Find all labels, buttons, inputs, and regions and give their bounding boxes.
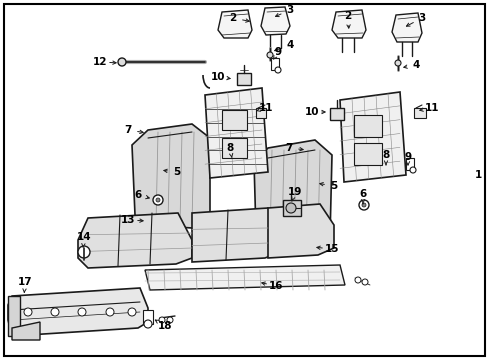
Polygon shape — [192, 208, 280, 262]
Circle shape — [354, 277, 360, 283]
Circle shape — [409, 167, 415, 173]
Polygon shape — [145, 265, 345, 290]
Circle shape — [167, 317, 173, 323]
Circle shape — [24, 308, 32, 316]
Bar — [222, 110, 246, 130]
Bar — [142, 310, 153, 324]
Circle shape — [361, 203, 365, 207]
Text: 4: 4 — [286, 40, 293, 50]
Text: 9: 9 — [404, 152, 411, 162]
Text: 14: 14 — [77, 232, 91, 242]
Bar — [413, 108, 425, 118]
Circle shape — [394, 60, 400, 66]
Circle shape — [118, 58, 126, 66]
Polygon shape — [261, 7, 289, 35]
Circle shape — [78, 246, 90, 258]
Text: 2: 2 — [229, 13, 236, 23]
Text: 3: 3 — [418, 13, 425, 23]
Bar — [256, 108, 265, 118]
Text: 5: 5 — [330, 181, 337, 191]
Text: 6: 6 — [359, 189, 366, 199]
Polygon shape — [331, 10, 365, 38]
Text: 19: 19 — [287, 187, 302, 197]
Bar — [222, 138, 246, 158]
Bar — [405, 158, 413, 170]
Text: 17: 17 — [18, 277, 32, 287]
Bar — [237, 73, 250, 85]
Text: 7: 7 — [285, 143, 292, 153]
Bar — [283, 200, 301, 216]
Circle shape — [159, 317, 164, 323]
Circle shape — [128, 308, 136, 316]
Text: 15: 15 — [324, 244, 339, 254]
Text: 5: 5 — [173, 167, 180, 177]
Circle shape — [285, 203, 295, 213]
Text: 1: 1 — [473, 170, 481, 180]
Circle shape — [358, 200, 368, 210]
Text: 7: 7 — [124, 125, 131, 135]
Bar — [353, 143, 381, 165]
Polygon shape — [253, 140, 331, 246]
Text: 16: 16 — [268, 281, 283, 291]
Circle shape — [361, 279, 367, 285]
Text: 10: 10 — [210, 72, 225, 82]
Text: 13: 13 — [121, 215, 135, 225]
Text: 2: 2 — [344, 11, 351, 21]
Text: 12: 12 — [93, 57, 107, 67]
Text: 8: 8 — [226, 143, 233, 153]
Circle shape — [78, 308, 86, 316]
Text: 10: 10 — [304, 107, 319, 117]
Polygon shape — [204, 88, 267, 178]
Text: 11: 11 — [258, 103, 273, 113]
Text: 8: 8 — [382, 150, 389, 160]
Text: 18: 18 — [158, 321, 172, 331]
Circle shape — [266, 52, 272, 58]
Polygon shape — [12, 322, 40, 340]
Circle shape — [156, 198, 160, 202]
Text: 4: 4 — [411, 60, 419, 70]
Circle shape — [106, 308, 114, 316]
Circle shape — [274, 67, 281, 73]
Polygon shape — [78, 213, 192, 268]
Circle shape — [51, 308, 59, 316]
Polygon shape — [391, 13, 421, 42]
Text: 9: 9 — [274, 47, 281, 57]
Bar — [270, 58, 279, 70]
Circle shape — [153, 195, 163, 205]
Polygon shape — [267, 204, 333, 258]
Text: 6: 6 — [134, 190, 142, 200]
Text: 3: 3 — [286, 5, 293, 15]
Bar — [8, 296, 20, 336]
Circle shape — [143, 320, 152, 328]
Bar — [353, 115, 381, 137]
Polygon shape — [339, 92, 405, 182]
Text: 11: 11 — [424, 103, 438, 113]
Polygon shape — [218, 10, 251, 38]
Polygon shape — [132, 124, 209, 228]
Bar — [329, 108, 343, 120]
Polygon shape — [8, 288, 148, 336]
